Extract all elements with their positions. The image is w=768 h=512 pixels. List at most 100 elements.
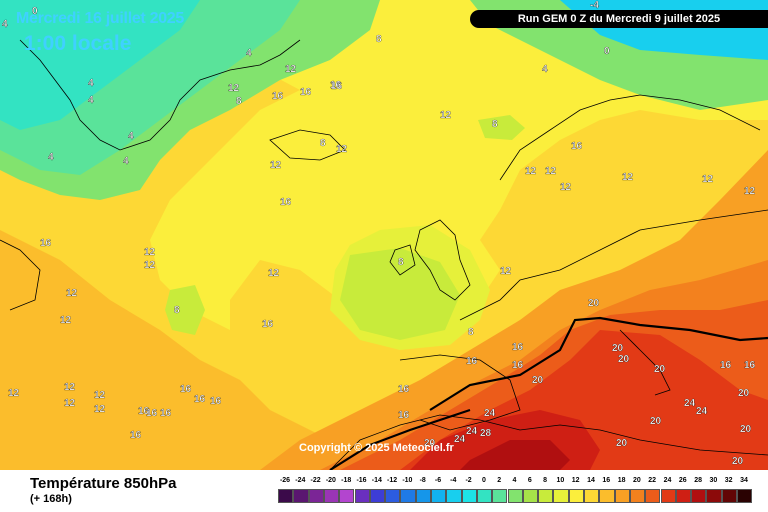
legend-swatch — [415, 489, 431, 503]
contour-value: 4 — [128, 131, 134, 142]
contour-value: 16 — [300, 87, 312, 98]
legend-swatch — [599, 489, 615, 503]
contour-value: 4 — [48, 152, 54, 163]
contour-value: 16 — [571, 141, 583, 152]
contour-value: 16 — [330, 80, 342, 91]
contour-value: 4 — [88, 78, 94, 89]
contour-value: 20 — [616, 438, 628, 449]
contour-value: 12 — [440, 110, 452, 121]
contour-value: 8 — [236, 96, 242, 107]
contour-value: 12 — [64, 382, 76, 393]
legend-swatch — [400, 489, 416, 503]
legend-swatch — [339, 489, 355, 503]
legend-tick: -20 — [325, 477, 336, 484]
legend-swatch — [584, 489, 600, 503]
legend-swatch — [706, 489, 722, 503]
contour-value: 12 — [560, 182, 572, 193]
contour-value: 0 — [32, 6, 38, 17]
contour-value: 16 — [398, 384, 410, 395]
contour-value: 20 — [424, 438, 436, 449]
contour-value: 12 — [144, 260, 156, 271]
legend-swatch — [675, 489, 692, 503]
legend-tick: 22 — [648, 477, 657, 484]
copyright-notice: Copyright © 2025 Meteociel.fr — [299, 442, 454, 454]
contour-value: 16 — [466, 356, 478, 367]
band-0-greenland — [0, 0, 200, 130]
variable-title: Température 850hPa — [30, 475, 177, 492]
legend-tick: -6 — [434, 477, 442, 484]
coast-iberia — [399, 354, 521, 431]
contour-value: 12 — [525, 166, 537, 177]
contour-value: 20 — [588, 298, 600, 309]
legend-swatch — [538, 489, 554, 503]
contour-value: 20 — [618, 354, 630, 365]
legend-swatch — [737, 489, 753, 503]
legend-swatch — [553, 489, 569, 503]
coast-scandinavia — [499, 94, 761, 181]
legend-swatch — [369, 489, 386, 503]
contour-value: 16 — [146, 408, 158, 419]
legend-swatch — [614, 489, 630, 503]
contour-value: 24 — [696, 406, 708, 417]
legend-swatch — [507, 489, 523, 503]
contour-value: 20 — [532, 375, 544, 386]
contour-value: 12 — [270, 160, 282, 171]
legend-tick: -14 — [371, 477, 382, 484]
contour-value: 8 — [492, 119, 498, 130]
contour-value: 16 — [398, 410, 410, 421]
legend-tick: 28 — [694, 477, 702, 484]
contour-value: 16 — [744, 360, 756, 371]
legend-tick: 6 — [527, 477, 532, 484]
legend-tick: -12 — [387, 477, 398, 484]
legend-tick: 0 — [481, 477, 486, 484]
legend-tick: -26 — [279, 477, 291, 484]
contour-value: 16 — [512, 342, 524, 353]
legend-swatch — [446, 489, 462, 503]
legend-swatch — [522, 489, 539, 503]
contour-value: 16 — [720, 360, 732, 371]
contour-value: 16 — [512, 360, 524, 371]
contour-value: 16 — [40, 238, 52, 249]
contour-value: 4 — [2, 19, 8, 30]
legend-swatch — [645, 489, 661, 503]
contour-value: 8 — [320, 138, 326, 149]
legend-swatch — [660, 489, 676, 503]
legend-tick: 10 — [556, 477, 565, 484]
legend-tick: 26 — [678, 477, 687, 484]
coast-africa — [329, 414, 768, 470]
contour-value: 12 — [8, 388, 20, 399]
contour-value: 28 — [480, 428, 492, 439]
legend-tick: 16 — [602, 477, 611, 484]
contour-value: 12 — [64, 398, 76, 409]
contour-value: 12 — [545, 166, 557, 177]
contour-value: 24 — [484, 408, 496, 419]
coast-greenland — [19, 39, 301, 151]
legend-tick: -4 — [450, 477, 457, 484]
lead-time: (+ 168h) — [30, 493, 72, 505]
legend-tick: 14 — [587, 477, 595, 484]
contour-value: 20 — [612, 343, 624, 354]
legend-tick: 20 — [632, 477, 641, 484]
legend-swatch — [476, 489, 493, 503]
legend-tick: 32 — [724, 477, 733, 484]
contour-value: 12 — [702, 174, 714, 185]
legend-swatch — [278, 489, 294, 503]
contour-value: 12 — [622, 172, 634, 183]
contour-value: 12 — [336, 144, 348, 155]
legend-tick: -8 — [419, 477, 426, 484]
contour-value: 24 — [466, 426, 478, 437]
contour-value: 16 — [194, 394, 206, 405]
color-legend: -26 -24 -22 -20 -18 -16 -14 -12 -10 -8 -6 -4 -2 0 2 4 6 8… — [278, 477, 754, 507]
contour-value: 24 — [684, 398, 696, 409]
legend-tick: -22 — [310, 477, 321, 484]
contour-value: 4 — [123, 156, 129, 167]
contour-value: 8 — [468, 327, 474, 338]
coast-italy — [619, 329, 671, 396]
contour-value: 4 — [88, 95, 94, 106]
bold-outline — [429, 316, 768, 411]
band-28 — [460, 440, 570, 470]
band-8 — [340, 248, 460, 340]
legend-swatch — [385, 489, 401, 503]
legend-tick: 34 — [740, 477, 748, 484]
legend-tick: 2 — [497, 477, 502, 484]
